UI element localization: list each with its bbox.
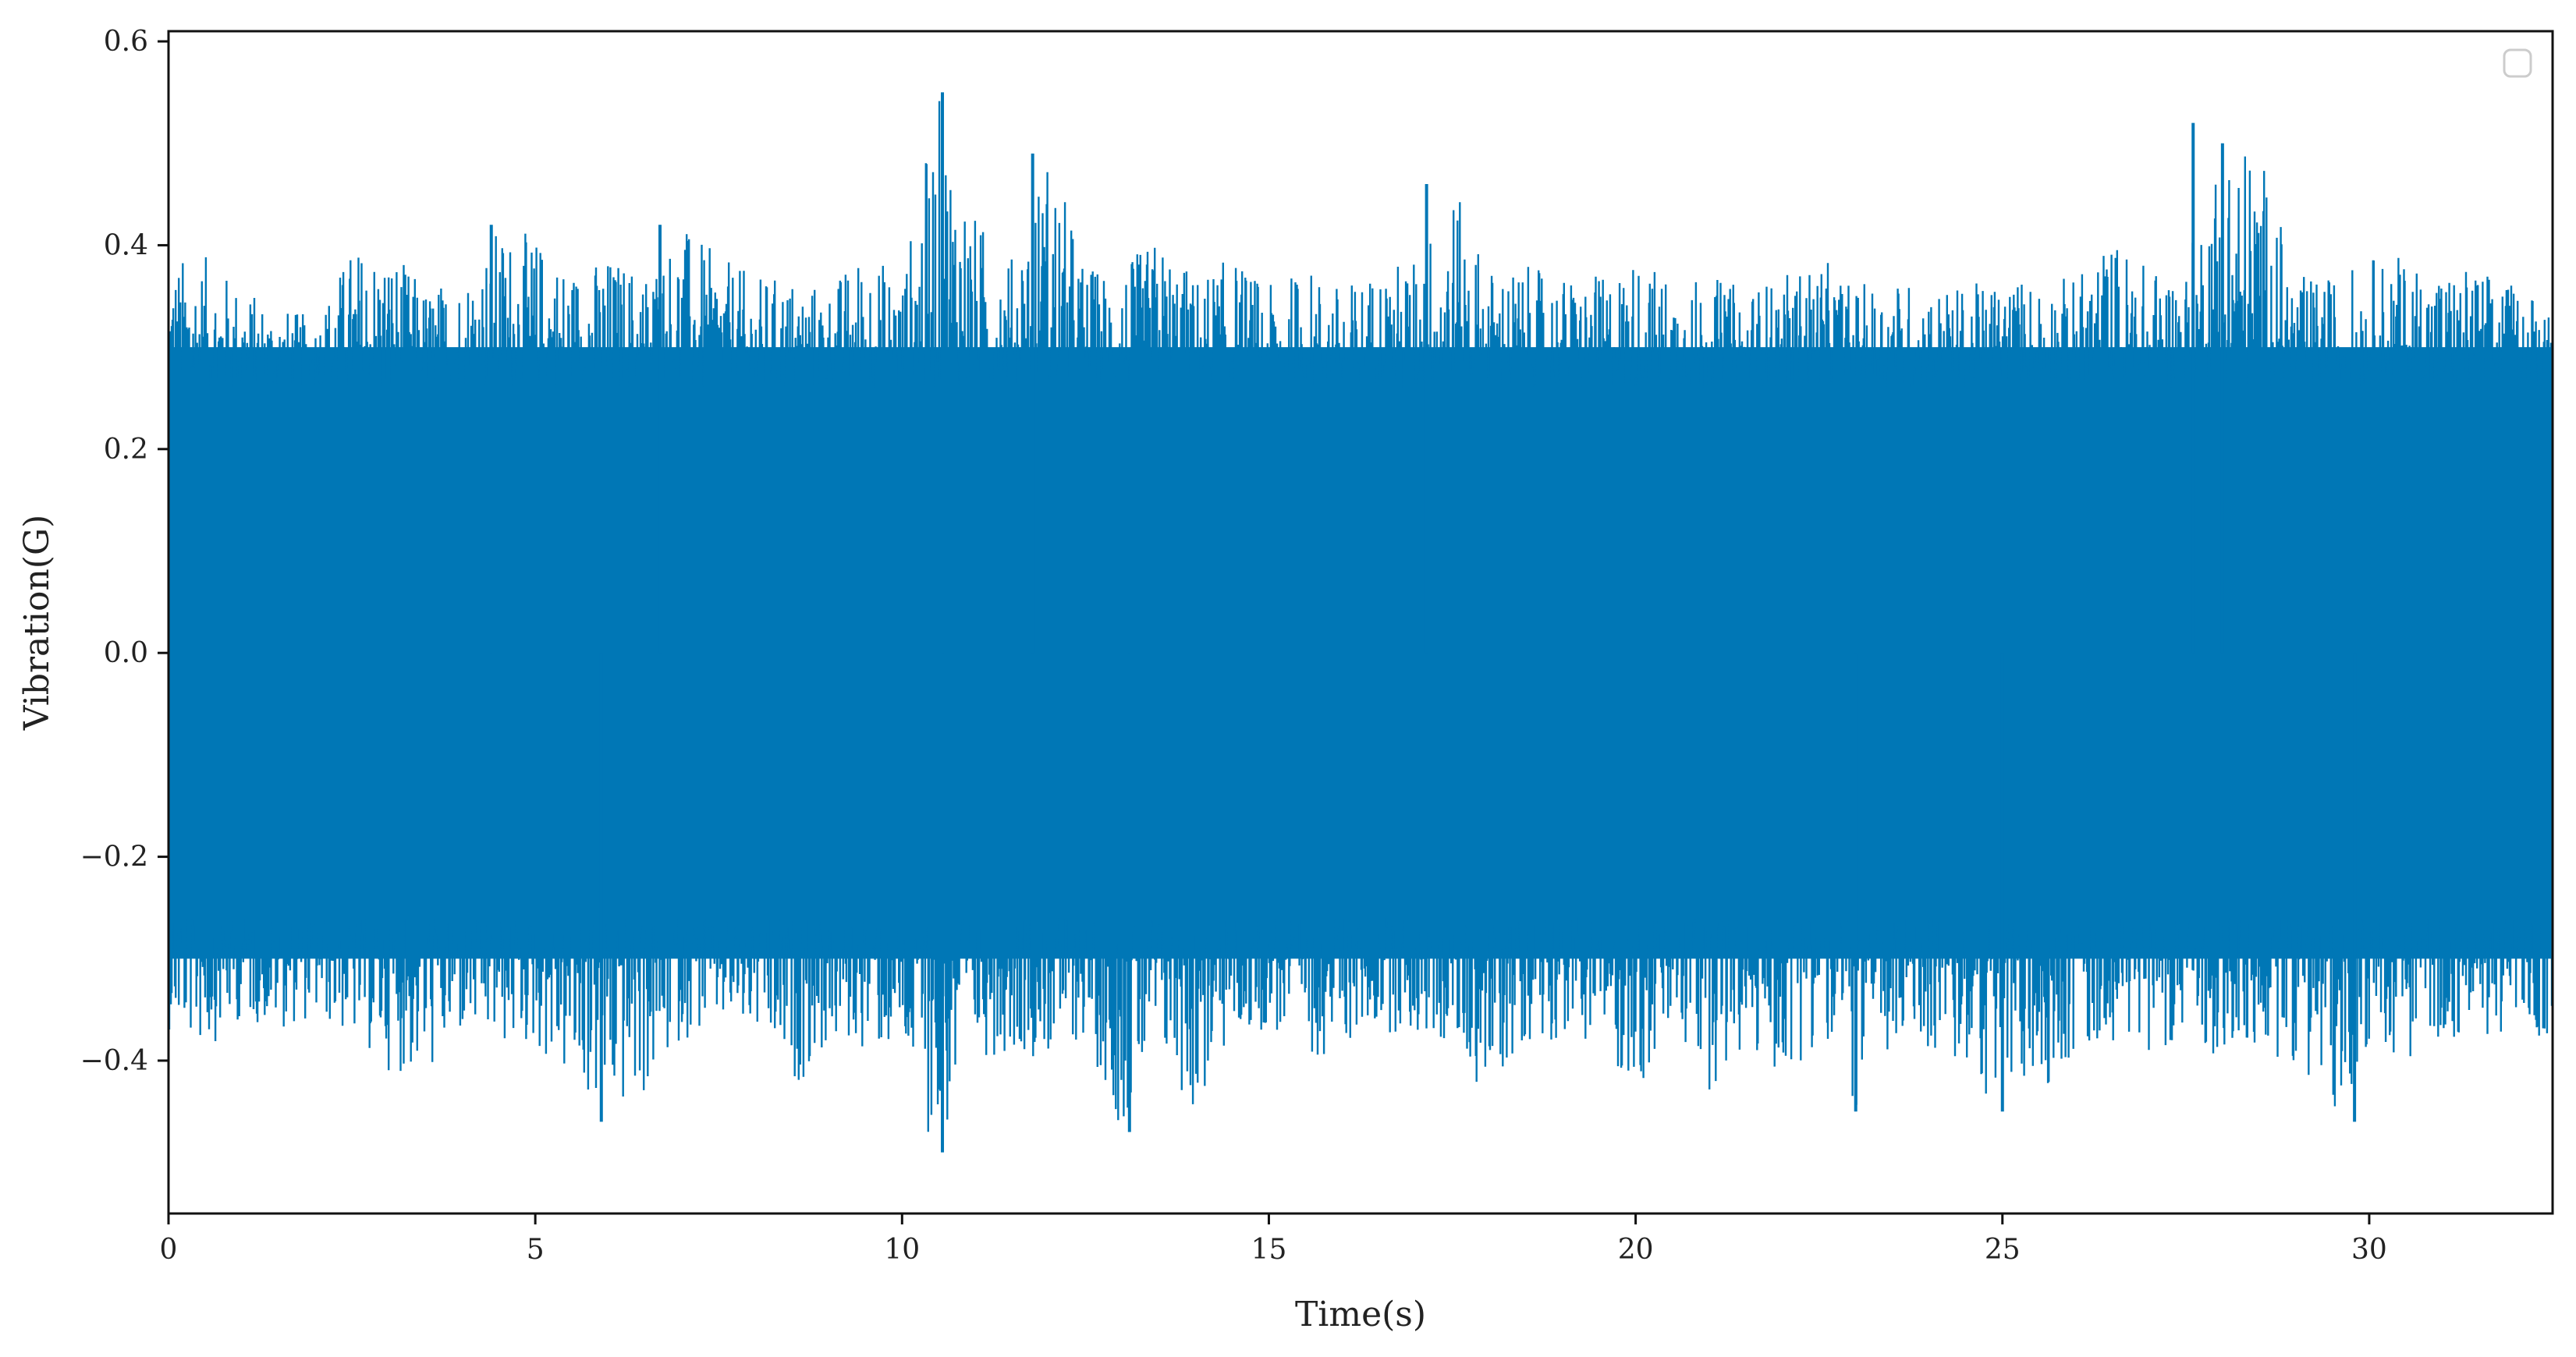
legend-box [2503,48,2532,78]
y-axis-label: Vibration(G) [17,515,57,732]
y-tick-label: 0.4 [104,229,148,261]
y-tick-label: 0.2 [104,434,148,466]
signal-series [169,92,2553,1153]
x-axis-label: Time(s) [1295,1295,1426,1334]
signal-line [169,101,2553,1132]
axes-frame [167,30,2554,1215]
y-tick-label: −0.2 [80,841,148,873]
y-tick-label: 0.0 [104,637,148,669]
y-tick-label: 0.6 [104,26,148,58]
y-axis-ticks: 0.6 0.4 0.2 0.0 −0.2 −0.4 [80,26,169,1077]
x-tick-label: 10 [884,1234,920,1266]
x-tick-label: 0 [160,1234,178,1266]
y-tick-label: −0.4 [80,1045,148,1077]
x-tick-label: 30 [2351,1234,2387,1266]
x-tick-label: 20 [1618,1234,1654,1266]
x-axis-ticks: 0 5 10 15 20 25 30 [160,1214,2387,1266]
x-tick-label: 25 [1985,1234,2021,1266]
x-tick-label: 5 [527,1234,545,1266]
x-tick-label: 15 [1251,1234,1287,1266]
